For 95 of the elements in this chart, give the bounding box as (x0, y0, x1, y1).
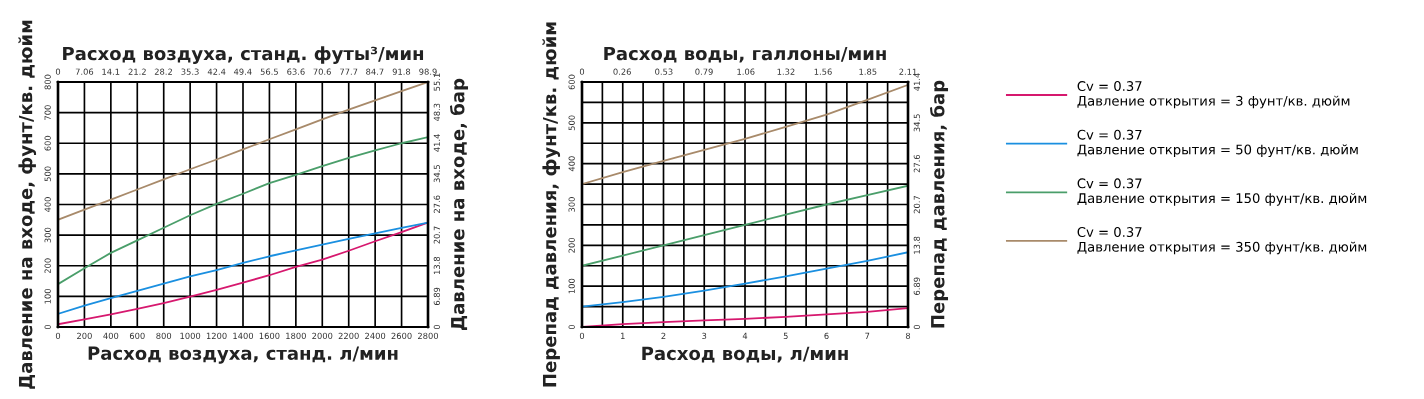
y2-tick-label: 0 (433, 324, 441, 330)
x-tick-label: 800 (156, 332, 172, 340)
y2-tick-label: 27.6 (433, 195, 441, 213)
x-tick-label: 2400 (365, 332, 386, 340)
y2-tick-label: 13.8 (433, 256, 441, 274)
y-tick-label: 100 (44, 288, 51, 304)
x2-tick-label: 63.6 (287, 68, 305, 75)
x-tick-label: 400 (103, 332, 119, 340)
x2-tick-label: 28.2 (154, 68, 172, 75)
x2-tick-label: 7.06 (75, 68, 94, 75)
x-tick-label: 6 (824, 332, 829, 340)
x2-tick-label: 2.11 (899, 68, 917, 75)
y2-tick-label: 6.89 (913, 277, 921, 295)
x2-tick-label: 49.4 (233, 68, 252, 75)
x-tick-label: 0 (579, 332, 585, 340)
y2-axis-title: Перепад давления, бар (929, 80, 949, 328)
y-tick-label: 600 (568, 74, 575, 90)
x2-tick-label: 0.79 (695, 68, 713, 75)
line-series (582, 184, 908, 267)
line-series (582, 251, 908, 308)
x-axis-title: Расход воды, л/мин (642, 346, 848, 363)
x-tick-label: 1200 (206, 332, 227, 340)
y-axis-title: Давление на входе, фунт/кв. дюйм (18, 20, 37, 389)
y-axis-title: Перепад давления, фунт/кв. дюйм (542, 22, 561, 387)
x2-tick-label: 98.9 (419, 68, 437, 75)
line-series (58, 136, 428, 286)
y-tick-label: 0 (568, 324, 575, 330)
x-tick-label: 1 (621, 332, 625, 339)
y-tick-label: 100 (568, 278, 575, 294)
y2-axis-title: Давление на входе, бар (449, 78, 469, 330)
y-tick-label: 300 (44, 227, 51, 243)
x2-tick-label: 21.2 (128, 68, 146, 75)
x-tick-label: 2800 (418, 332, 439, 340)
x-tick-label: 2200 (338, 332, 359, 340)
x2-tick-label: 42.4 (207, 68, 226, 75)
x-tick-label: 2600 (391, 332, 412, 340)
y-tick-label: 600 (44, 135, 51, 151)
x-tick-label: 7 (865, 332, 870, 339)
y2-tick-label: 41.4 (913, 73, 920, 91)
y-tick-label: 500 (44, 166, 51, 182)
y2-tick-label: 0 (913, 324, 921, 330)
x-tick-label: 4 (742, 332, 748, 339)
x2-tick-label: 0.26 (613, 68, 631, 75)
y2-tick-label: 13.8 (913, 236, 921, 254)
y2-tick-label: 34.5 (433, 165, 441, 183)
y-tick-label: 400 (44, 197, 51, 213)
x-axis-title: Расход воздуха, станд. л/мин (88, 346, 398, 364)
y2-tick-label: 48.3 (433, 103, 441, 122)
y2-tick-label: 55.1 (433, 73, 441, 91)
x-tick-label: 3 (702, 332, 707, 340)
legend-label: Cv = 0.37 Давление открытия = 3 фунт/кв. дюйм (1077, 81, 1350, 109)
x2-tick-label: 1.06 (737, 68, 755, 75)
x-tick-label: 1800 (286, 332, 306, 340)
x2-tick-label: 84.7 (366, 68, 384, 75)
legend-label: Cv = 0.37 Давление открытия = 350 фунт/кв. дюйм (1077, 227, 1367, 255)
x-tick-label: 0 (55, 332, 61, 340)
y2-tick-label: 20.7 (433, 226, 441, 244)
x-tick-label: 1400 (233, 332, 254, 340)
y-tick-label: 800 (44, 74, 51, 90)
y2-tick-label: 27.6 (913, 154, 921, 173)
legend-label: Cv = 0.37 Давление открытия = 150 фунт/кв. дюйм (1077, 178, 1367, 206)
x2-tick-label: 77.7 (340, 68, 358, 75)
x2-tick-label: 0.53 (655, 68, 673, 75)
x2-axis-title: Расход воды, галлоны/мин (604, 46, 886, 63)
y2-tick-label: 41.4 (433, 134, 440, 152)
y-tick-label: 300 (568, 197, 575, 212)
y-tick-label: 500 (568, 115, 575, 131)
x2-tick-label: 56.5 (260, 68, 278, 75)
y-tick-label: 200 (44, 258, 51, 274)
x-tick-label: 600 (129, 332, 145, 340)
x2-tick-label: 70.6 (313, 68, 331, 75)
x-tick-label: 1000 (180, 332, 201, 340)
y2-tick-label: 20.7 (913, 195, 921, 214)
y-tick-label: 200 (568, 237, 575, 253)
x2-tick-label: 1.32 (777, 68, 795, 75)
x2-tick-label: 0 (55, 68, 61, 75)
x-tick-label: 5 (783, 332, 788, 340)
x2-tick-label: 14.1 (102, 68, 120, 75)
x2-tick-label: 91.8 (392, 68, 411, 75)
x-tick-label: 200 (77, 332, 92, 340)
x-tick-label: 2000 (312, 332, 333, 340)
y-tick-label: 0 (44, 324, 51, 330)
x2-tick-label: 1.56 (814, 68, 832, 75)
y-tick-label: 700 (44, 105, 51, 120)
x2-tick-label: 35.3 (181, 68, 199, 75)
x2-axis-title: Расход воздуха, станд. футы³/мин (63, 46, 424, 64)
x-tick-label: 2 (661, 332, 666, 339)
legend-label: Cv = 0.37 Давление открытия = 50 фунт/кв. дюйм (1077, 129, 1358, 158)
x2-tick-label: 0 (579, 68, 585, 75)
y-tick-label: 400 (568, 156, 575, 172)
y2-tick-label: 34.5 (913, 114, 921, 132)
x-tick-label: 1600 (259, 332, 280, 340)
y2-tick-label: 6.89 (433, 287, 441, 306)
x2-tick-label: 1.85 (859, 68, 877, 75)
x-tick-label: 8 (905, 332, 911, 340)
